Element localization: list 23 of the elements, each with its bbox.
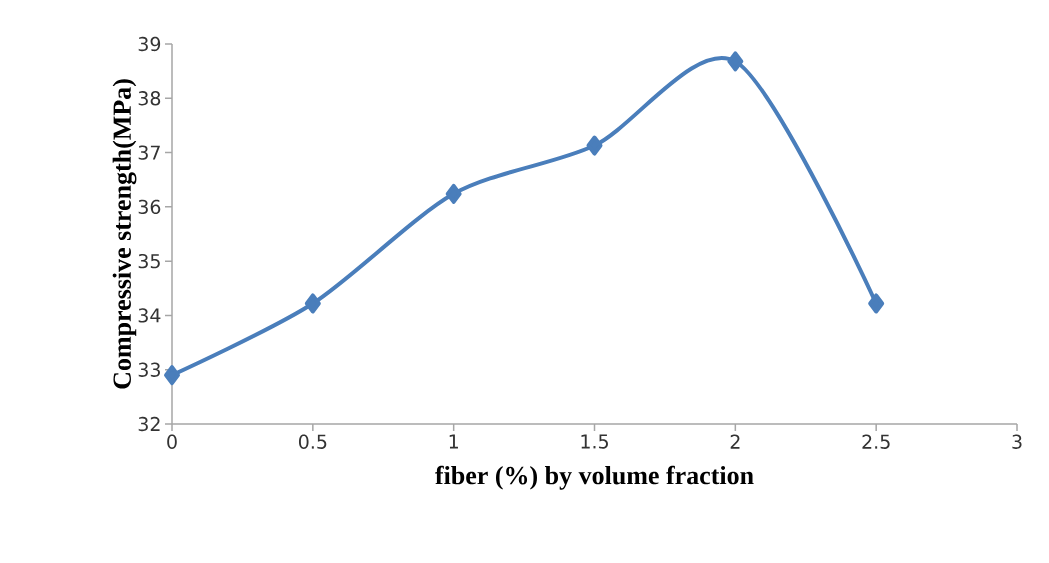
x-axis-title: fiber (%) by volume fraction	[435, 465, 754, 490]
x-tick-label: 0	[167, 434, 177, 449]
y-tick-label: 35	[138, 253, 160, 269]
y-tick-label: 39	[138, 36, 161, 52]
x-tick-label: 0.5	[298, 434, 327, 449]
x-tick-label: 1.5	[581, 434, 608, 449]
point	[164, 365, 180, 386]
x-tick-label: 2	[730, 434, 740, 449]
point	[868, 293, 885, 314]
y-tick-label: 32	[138, 416, 160, 432]
point	[445, 183, 462, 204]
y-tick-label: 38	[138, 91, 161, 106]
y-tick-label: 36	[138, 199, 161, 215]
x-tick-label: 3	[1012, 434, 1022, 449]
point	[586, 135, 603, 156]
y-tick-label: 34	[138, 308, 161, 323]
x-tick-label: 2.5	[862, 434, 890, 449]
y-axis-title: Compressive strength(MPa)	[112, 79, 137, 389]
y-tick-label: 33	[138, 362, 160, 377]
point	[304, 293, 321, 314]
y-tick-label: 37	[138, 145, 160, 160]
point	[727, 51, 744, 72]
x-tick-label: 1	[449, 434, 458, 449]
